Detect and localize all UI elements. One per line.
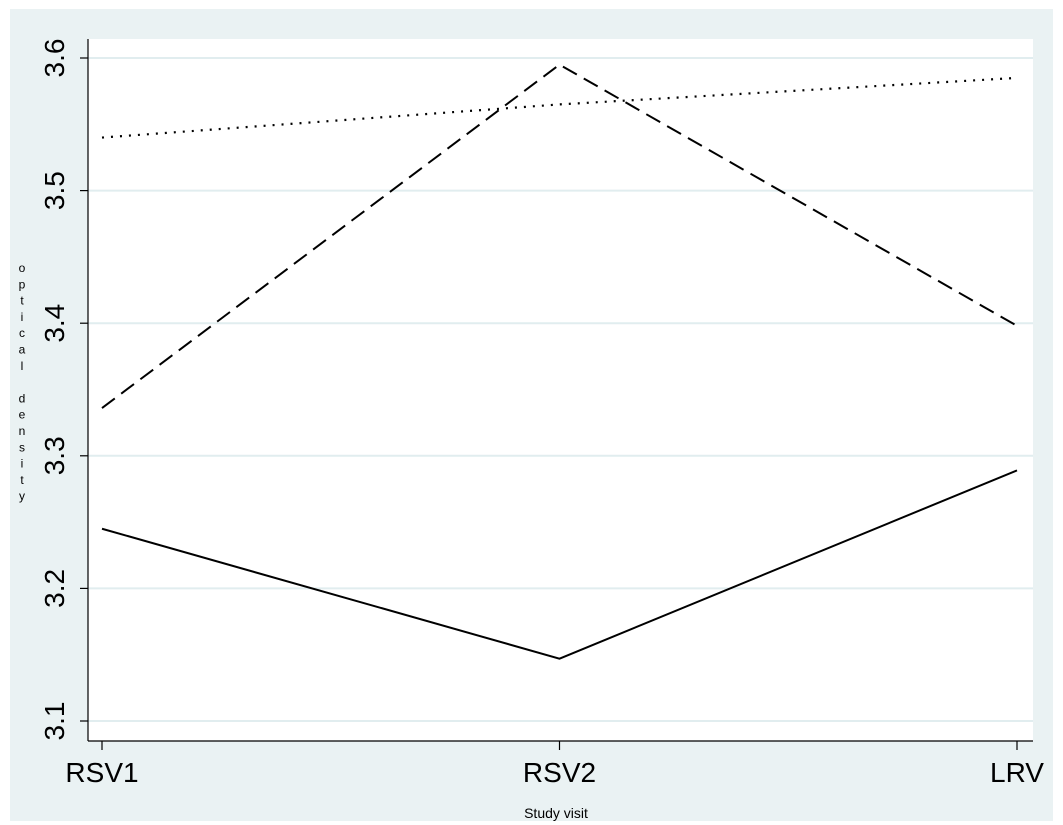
y-tick-label: 3.5 <box>39 171 70 210</box>
series-line-dashed <box>101 63 1018 409</box>
plot-area <box>88 39 1033 741</box>
x-tick-label: RSV1 <box>65 757 138 788</box>
x-tick-label: RSV2 <box>523 757 596 788</box>
axis-labels: 3.1 3.2 3.3 3.4 3.5 3.6 RSV1 RSV2 LRV Study visit… <box>19 39 1045 821</box>
x-axis-title: Study visit <box>524 805 588 821</box>
y-tick-label: 3.1 <box>39 702 70 741</box>
series-lines <box>101 63 1018 660</box>
x-tick-label: LRV <box>990 757 1044 788</box>
grid-lines <box>88 57 1033 722</box>
series-line-solid <box>101 469 1018 660</box>
y-tick-label: 3.6 <box>39 39 70 78</box>
y-tick-label: 3.4 <box>39 304 70 343</box>
axes <box>80 39 1033 750</box>
y-tick-label: 3.2 <box>39 569 70 608</box>
y-tick-label: 3.3 <box>39 436 70 475</box>
